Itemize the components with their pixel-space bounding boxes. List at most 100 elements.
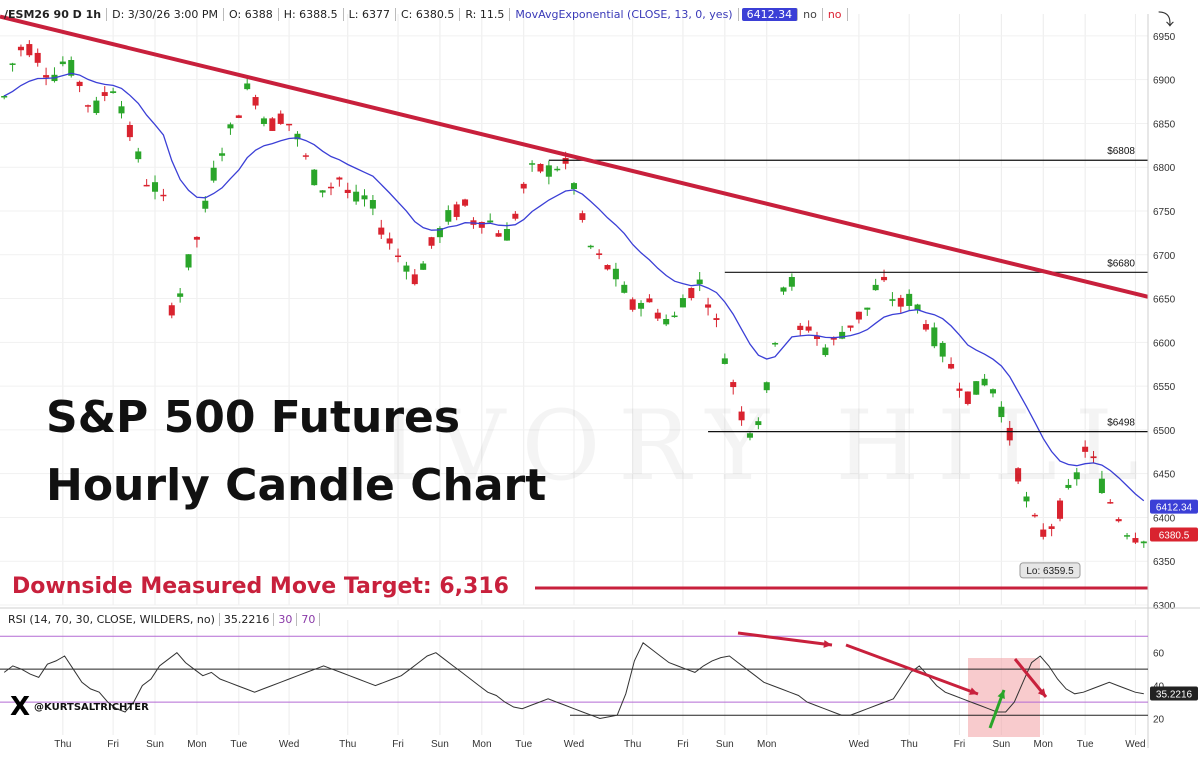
candle-body (369, 200, 376, 209)
date-label: D: 3/30/26 3:00 PM (107, 8, 225, 21)
candle-body (302, 155, 309, 157)
x-tick-label: Wed (279, 739, 299, 750)
x-tick-label: Mon (472, 739, 491, 750)
resistance-label: $6680 (1107, 258, 1135, 269)
candle-body (428, 237, 435, 246)
rsi-arrow-3 (1013, 658, 1048, 698)
candle-body (143, 184, 150, 187)
candle-body (1098, 478, 1105, 494)
candle-body (705, 304, 712, 308)
candle-body (68, 60, 75, 76)
rsi-study-label[interactable]: RSI (14, 70, 30, CLOSE, WILDERS, no) (4, 613, 220, 626)
x-tick-label: Fri (392, 739, 404, 750)
candle-body (160, 194, 167, 197)
x-tick-label: Tue (1077, 739, 1094, 750)
chart-title-line-2: Hourly Candle Chart (46, 460, 547, 511)
candle-body (964, 391, 971, 404)
rsi-tick-label: 20 (1153, 715, 1165, 726)
candle-body (9, 63, 16, 65)
low-label-box (1019, 562, 1081, 579)
candle-body (1040, 529, 1047, 537)
low-label-text: Lo: 6359.5 (1026, 566, 1074, 577)
rsi-arrow-1 (737, 631, 833, 647)
trend-line (0, 14, 1149, 299)
candle-body (386, 238, 393, 244)
candle-body (219, 153, 226, 156)
candle-body (847, 325, 854, 328)
close-price-badge (1150, 527, 1198, 542)
symbol-label[interactable]: /ESM26 90 D 1h (4, 8, 108, 21)
candle-body (797, 325, 804, 331)
study-label[interactable]: MovAvgExponential (CLOSE, 13, 0, yes) (510, 8, 739, 21)
candle-body (453, 204, 460, 217)
candle-body (621, 284, 628, 293)
candle-body (604, 265, 611, 270)
candle-body (730, 382, 737, 388)
candle-body (1015, 468, 1022, 482)
watermark: IVORY HILL (380, 390, 1157, 502)
candle-body (989, 389, 996, 394)
candle-body (327, 186, 335, 189)
candle-body (193, 236, 200, 240)
candle-body (780, 287, 787, 292)
candle-body (906, 293, 913, 306)
candle-body (76, 81, 83, 87)
candle-body (177, 293, 184, 297)
candle-body (378, 227, 385, 235)
candle-body (545, 165, 552, 177)
open-label: O: 6388 (224, 8, 279, 21)
drawing-tool-icon[interactable]: ⤵ (1157, 12, 1174, 29)
candle-body (948, 363, 955, 369)
candle-body (830, 337, 837, 340)
candle-body (922, 324, 929, 330)
candle-body (269, 118, 276, 131)
rsi-value-badge (1150, 686, 1198, 701)
ema-line (3, 72, 1145, 502)
resistance-label: $6808 (1107, 146, 1135, 157)
x-tick-label: Thu (901, 739, 918, 750)
candle-body (612, 268, 619, 280)
candle-body (688, 288, 695, 299)
candle-body (939, 342, 946, 357)
candle-body (646, 298, 653, 303)
candle-body (755, 421, 762, 426)
candle-body (1023, 496, 1030, 502)
candle-body (252, 97, 259, 106)
close-label: C: 6380.5 (396, 8, 461, 21)
rsi-tick-label: 60 (1153, 649, 1165, 660)
candle-body (93, 100, 100, 114)
candle-body (1132, 538, 1139, 543)
price-tick-label: 6800 (1153, 163, 1176, 174)
candle-body (43, 75, 50, 78)
price-tick-label: 6900 (1153, 76, 1176, 87)
resistance-label: $6498 (1107, 418, 1135, 429)
candle-body (487, 220, 494, 223)
x-tick-label: Tue (230, 739, 247, 750)
candle-body (202, 200, 209, 209)
candle-body (403, 265, 410, 272)
candle-body (344, 189, 351, 193)
candle-body (596, 253, 603, 255)
candle-body (981, 378, 988, 386)
candle-body (763, 382, 770, 391)
candle-body (671, 315, 678, 318)
candle-body (445, 210, 452, 222)
rsi-arrow-1-head (823, 640, 832, 648)
candle-body (537, 163, 544, 172)
candle-body (311, 169, 318, 186)
candle-body (629, 299, 636, 310)
candle-body (998, 406, 1005, 418)
candle-body (663, 318, 670, 325)
candle-body (118, 106, 125, 114)
candle-body (696, 279, 703, 285)
candle-body (1048, 526, 1055, 529)
candle-body (713, 318, 720, 320)
candle-body (679, 298, 686, 308)
candle-body (654, 312, 661, 319)
candle-body (101, 92, 108, 96)
candle-body (277, 113, 284, 124)
candle-body (562, 157, 569, 164)
candle-body (1065, 484, 1072, 488)
candle-body (126, 124, 133, 138)
candle-body (839, 331, 846, 339)
